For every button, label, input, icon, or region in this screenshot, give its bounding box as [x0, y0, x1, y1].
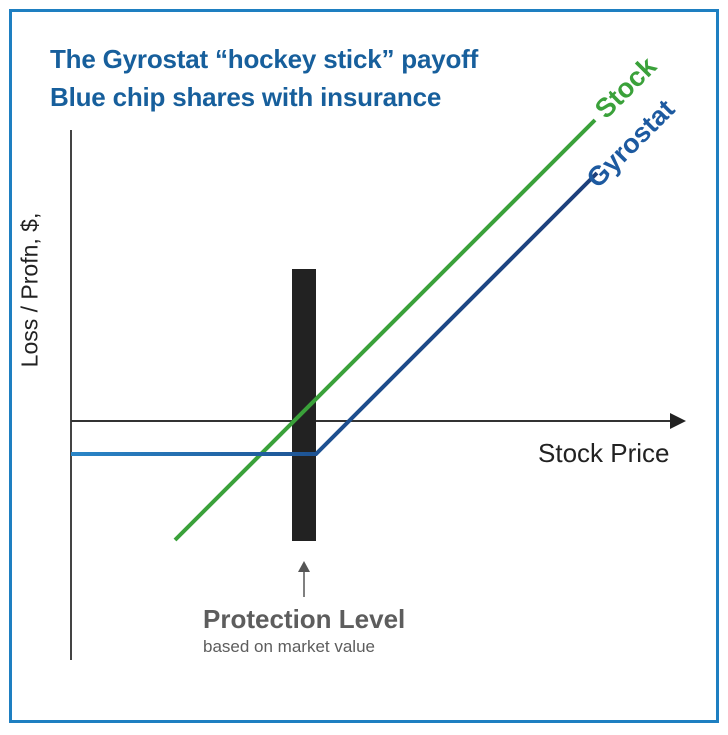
- y-axis-label: Loss / Profn, $,: [16, 212, 43, 368]
- x-axis-arrowhead: [670, 413, 686, 429]
- chart-title: The Gyrostat “hockey stick” payoff: [50, 44, 479, 74]
- protection-level-title: Protection Level: [203, 604, 406, 634]
- stock-line: [173, 118, 597, 542]
- gyrostat-line: [71, 171, 599, 456]
- protection-arrow-head: [298, 561, 310, 572]
- chart-subtitle: Blue chip shares with insurance: [50, 82, 442, 112]
- protection-level-subtitle: based on market value: [203, 637, 375, 656]
- frame-border: [9, 9, 719, 723]
- x-axis-label: Stock Price: [538, 438, 670, 468]
